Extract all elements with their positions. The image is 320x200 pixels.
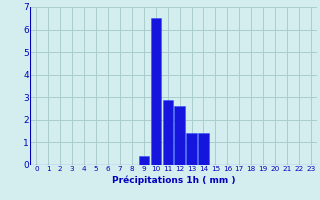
Bar	[174, 106, 185, 165]
Bar	[139, 156, 149, 165]
X-axis label: Précipitations 1h ( mm ): Précipitations 1h ( mm )	[112, 175, 235, 185]
Bar	[163, 100, 173, 165]
Bar	[187, 133, 196, 165]
Bar	[198, 133, 209, 165]
Bar	[151, 18, 161, 165]
